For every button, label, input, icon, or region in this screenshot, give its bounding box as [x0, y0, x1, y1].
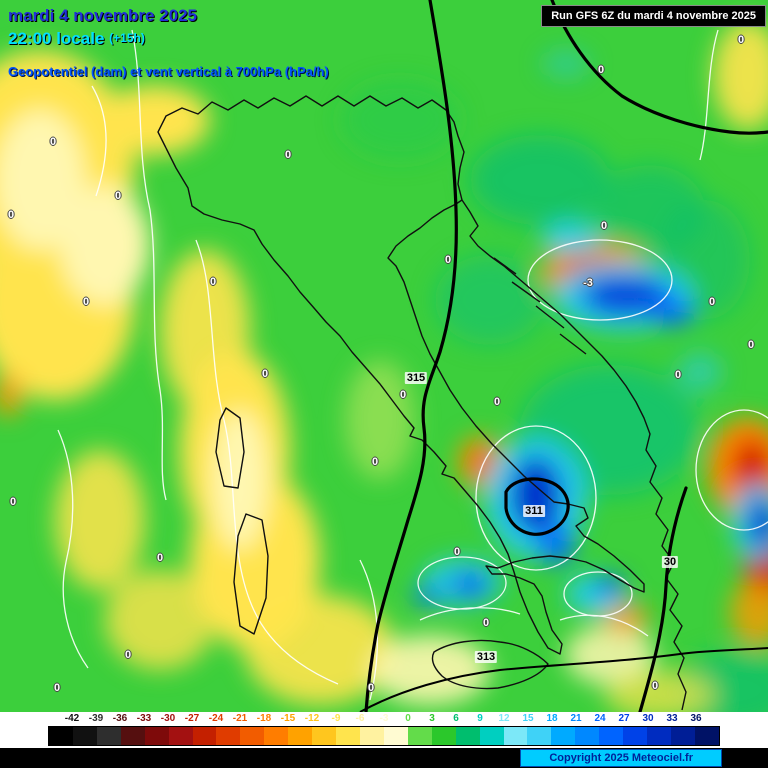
- map-subtitle: Geopotentiel (dam) et vent vertical à 70…: [8, 64, 329, 79]
- colorbar-segment: [359, 727, 384, 745]
- colorbar-segment: [407, 727, 432, 745]
- colorbar-ticks: -42 -39 -36 -33 -30 -27 -24 -21 -18 -15 -12 -9 -6 -3 0…: [60, 713, 708, 724]
- secondary-contours: [359, 647, 768, 712]
- colorbar-segment: [144, 727, 169, 745]
- footer-bar: Copyright 2025 Meteociel.fr: [0, 748, 768, 768]
- colorbar-tick-label: 30: [642, 713, 654, 724]
- colorbar-segment: [288, 727, 313, 745]
- colorbar-segment: [527, 727, 552, 745]
- colorbar-segment: [383, 727, 408, 745]
- colorbar-segment: [599, 727, 624, 745]
- colorbar-tick-label: -3: [379, 713, 389, 724]
- colorbar-tick-label: 3: [429, 713, 435, 724]
- map-field-svg: [0, 0, 768, 712]
- colorbar-tick-label: 6: [453, 713, 459, 724]
- colorbar-tick-label: 21: [570, 713, 582, 724]
- zero-contours: [57, 29, 768, 701]
- colorbar-tick-label: 33: [666, 713, 678, 724]
- map-title-date: mardi 4 novembre 2025: [8, 6, 197, 25]
- colorbar-tick-label: 24: [594, 713, 606, 724]
- forecast-offset-label: (+15h): [109, 31, 145, 45]
- colorbar-tick-label: -42: [64, 713, 80, 724]
- colorbar-segment: [264, 727, 289, 745]
- colorbar-segment: [647, 727, 671, 745]
- colorbar-segment: [623, 727, 648, 745]
- colorbar-segment: [240, 727, 265, 745]
- colorbar-segment: [192, 727, 217, 745]
- colorbar-tick-label: 9: [477, 713, 483, 724]
- colorbar-tick-label: 27: [618, 713, 630, 724]
- map-title-time: 22:00 locale (+15h): [8, 29, 145, 49]
- colorbar-segment: [551, 727, 576, 745]
- colorbar-segment: [336, 727, 360, 745]
- colorbar-tick-label: -12: [304, 713, 320, 724]
- colorbar-tick-label: -15: [280, 713, 296, 724]
- geopotential-contours: [364, 0, 768, 712]
- colorbar-tick-label: 0: [405, 713, 411, 724]
- colorbar-tick-label: -9: [331, 713, 341, 724]
- colorbar-segment: [455, 727, 480, 745]
- local-time-label: 22:00 locale: [8, 29, 105, 48]
- run-info-box: Run GFS 6Z du mardi 4 novembre 2025: [541, 5, 766, 27]
- colorbar-tick-label: -24: [208, 713, 224, 724]
- colorbar-tick-label: -27: [184, 713, 200, 724]
- colorbar-segment: [216, 727, 241, 745]
- copyright-link[interactable]: Copyright 2025 Meteociel.fr: [520, 749, 722, 767]
- colorbar-tick-label: -33: [136, 713, 152, 724]
- colorbar-tick-label: -36: [112, 713, 128, 724]
- colorbar-segment: [479, 727, 504, 745]
- colorbar-tick-label: 36: [690, 713, 702, 724]
- colorbar-segment: [670, 727, 695, 745]
- colorbar-segment: [72, 727, 97, 745]
- colorbar-segment: [120, 727, 145, 745]
- colorbar-segment: [49, 727, 73, 745]
- field-blobs: [0, 20, 768, 712]
- colorbar-segment: [96, 727, 121, 745]
- colorbar-segment: [168, 727, 193, 745]
- colorbar-tick-label: 18: [546, 713, 558, 724]
- colorbar-tick-label: -39: [88, 713, 104, 724]
- coastlines: [157, 95, 687, 711]
- colorbar-segment: [431, 727, 456, 745]
- colorbar-segment: [312, 727, 337, 745]
- colorbar-segment: [503, 727, 528, 745]
- colorbar-tick-label: -21: [232, 713, 248, 724]
- colorbar-segment: [575, 727, 600, 745]
- colorbar-tick-label: 15: [522, 713, 534, 724]
- weather-map: 0 0 0 0 0 0 0 0 0 -3 0 0 0 0 0 315 0 0 0 0 311 0 0 30 0 0 313 0 0 0 m…: [0, 0, 768, 712]
- colorbar-tick-label: -6: [355, 713, 365, 724]
- colorbar-tick-label: 12: [498, 713, 510, 724]
- colorbar-tick-label: -18: [256, 713, 272, 724]
- colorbar-legend: -42 -39 -36 -33 -30 -27 -24 -21 -18 -15 -12 -9 -6 -3 0…: [0, 712, 768, 748]
- colorbar-bar: [48, 726, 720, 746]
- colorbar-tick-label: -30: [160, 713, 176, 724]
- colorbar-segment: [694, 727, 719, 745]
